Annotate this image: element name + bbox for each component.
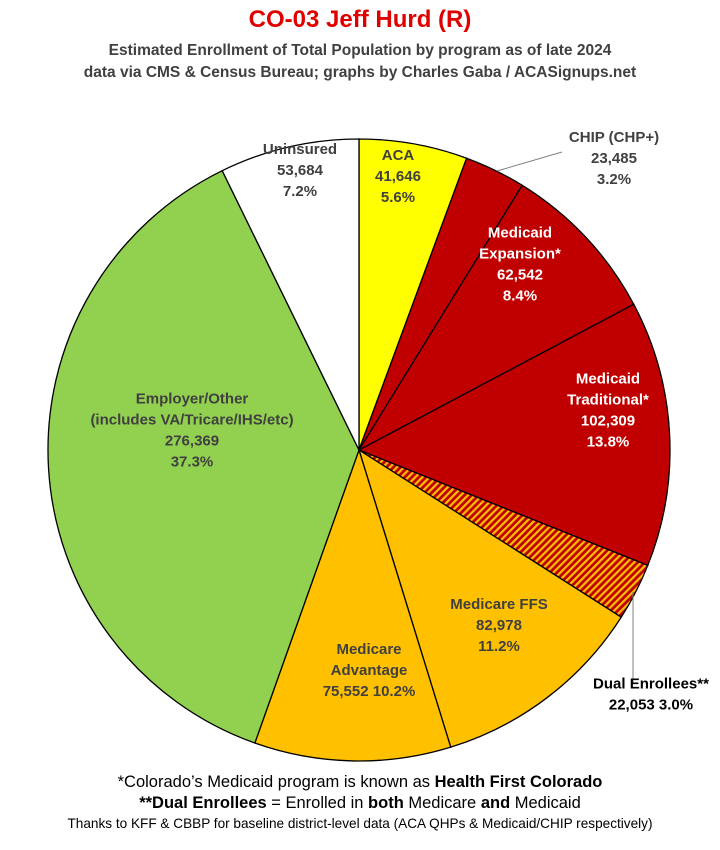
footer-note-medicaid-text: *Colorado’s Medicaid program is known as	[117, 773, 435, 791]
pie-slice-employer-other-includes-va-tricare-ihs-etc	[47, 169, 360, 744]
pie-slice-uninsured	[221, 138, 360, 451]
chart-title: CO-03 Jeff Hurd (R)	[248, 6, 472, 33]
footer-note-dual: **Dual Enrollees = Enrolled in both Medi…	[0, 793, 720, 814]
footer-note-sources: Thanks to KFF & CBBP for baseline distri…	[67, 816, 653, 831]
slice-label-uninsured: Uninsured 53,684 7.2%	[263, 141, 337, 200]
footer-dual-both: both	[368, 794, 404, 812]
slice-label-medicare-advantage: Medicare Advantage 75,552 10.2%	[323, 641, 416, 700]
footer-dual-text1: = Enrolled in	[266, 794, 369, 812]
footer-dual-and: and	[480, 794, 511, 812]
chart-subtitle-line1: Estimated Enrollment of Total Population…	[108, 42, 612, 59]
leader-lines	[496, 151, 634, 683]
slice-label-medicare-ffs: Medicare FFS 82,978 11.2%	[450, 596, 548, 655]
footer-dual-term: **Dual Enrollees	[139, 794, 267, 812]
footer-note-medicaid-name: Health First Colorado	[434, 773, 603, 791]
pie-slices	[47, 138, 671, 762]
footer-dual-text3: Medicaid	[510, 794, 581, 812]
slice-labels: ACA 41,646 5.6%CHIP (CHP+) 23,485 3.2%Medica…	[90, 129, 709, 714]
footer-dual-text2: Medicare	[403, 794, 481, 812]
leader-line-chip-chp	[496, 151, 563, 172]
footer-notes: *Colorado’s Medicaid program is known as…	[0, 772, 720, 834]
slice-label-chip-chp: CHIP (CHP+) 23,485 3.2%	[569, 129, 659, 188]
slice-label-medicaid-traditional: Medicaid Traditional* 102,309 13.8%	[567, 371, 649, 451]
slice-label-aca: ACA 41,646 5.6%	[375, 147, 421, 206]
pie-slice-medicaid-expansion	[357, 184, 635, 452]
slice-label-dual-enrollees: Dual Enrollees** 22,053 3.0%	[593, 676, 709, 714]
slice-label-employer-other-includes-va-tricare-ihs-etc: Employer/Other (includes VA/Tricare/IHS/e…	[90, 391, 293, 471]
pie-slice-medicare-advantage	[254, 447, 452, 762]
pie-slice-medicaid-traditional	[357, 303, 671, 567]
footer-note-medicaid: *Colorado’s Medicaid program is known as…	[0, 772, 720, 793]
chart-subtitle-line2: data via CMS & Census Bureau; graphs by …	[83, 64, 637, 81]
pie-slice-medicare-ffs	[357, 448, 623, 748]
slice-label-medicaid-expansion: Medicaid Expansion* 62,542 8.4%	[479, 225, 561, 305]
